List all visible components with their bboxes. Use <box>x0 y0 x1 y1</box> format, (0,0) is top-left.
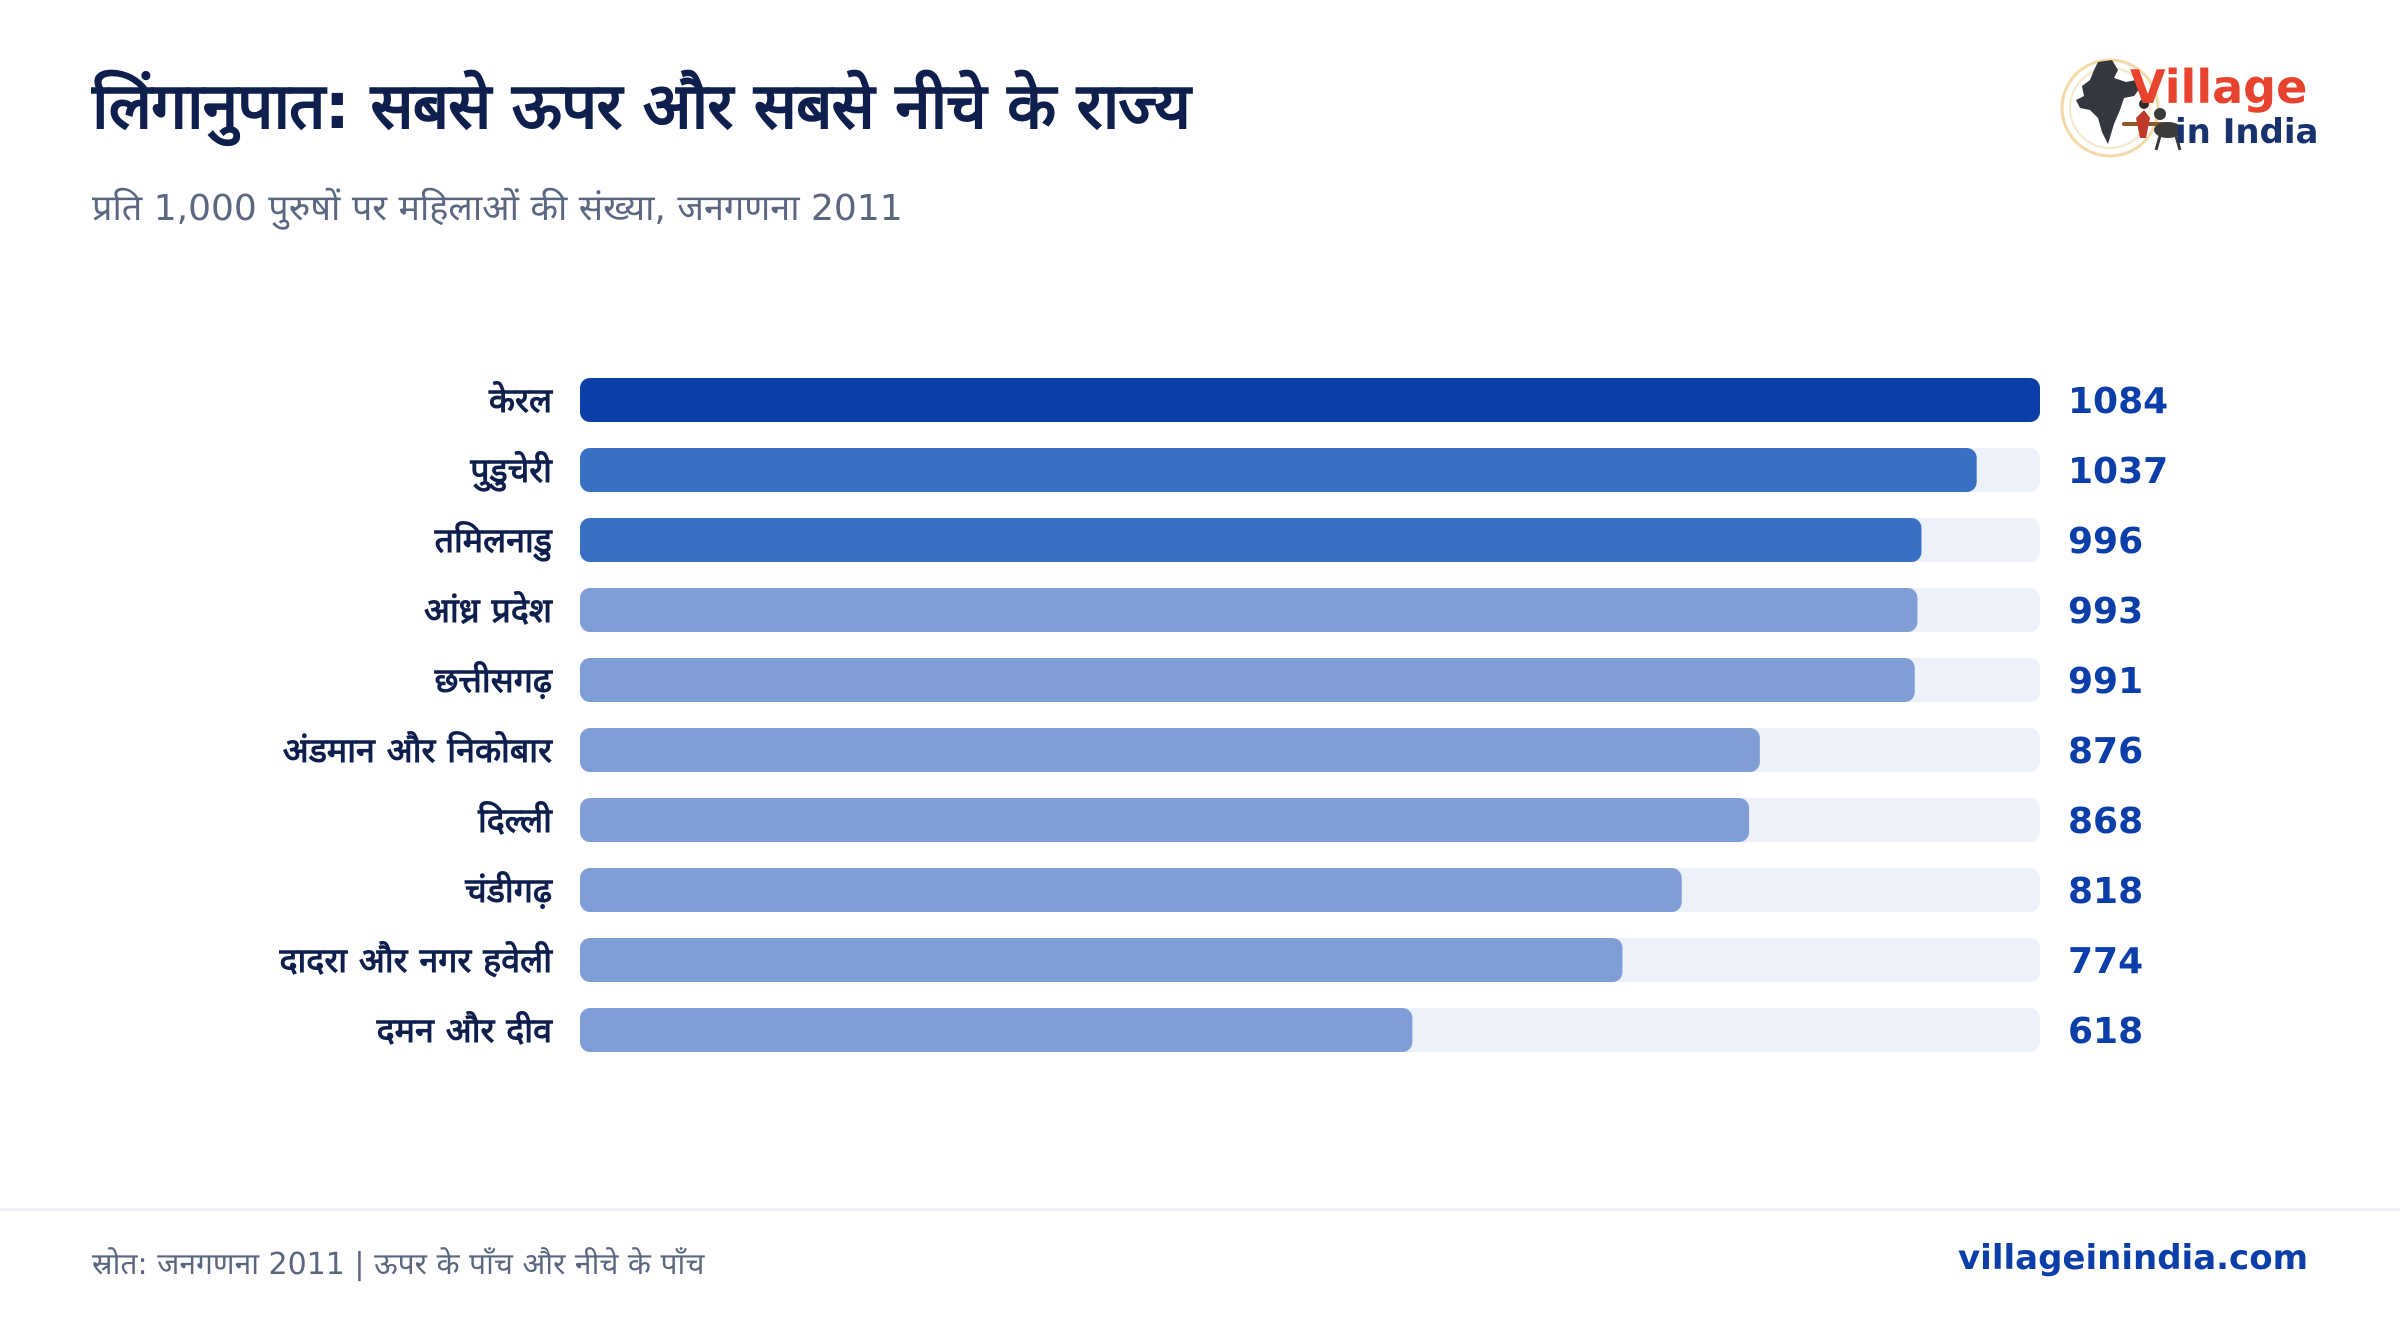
value-label: 993 <box>2068 591 2143 632</box>
bar <box>580 868 1682 912</box>
site-link[interactable]: villageinindia.com <box>1958 1238 2308 1278</box>
bar-row: छत्तीसगढ़ 991 <box>434 658 2143 702</box>
bar <box>580 1008 1413 1052</box>
bar-row: तमिलनाडु 996 <box>434 518 2143 562</box>
logo-text-in-india: in India <box>2175 112 2319 152</box>
chart-subtitle: प्रति 1,000 पुरुषों पर महिलाओं की संख्या… <box>92 188 903 229</box>
footer-divider <box>0 1208 2400 1211</box>
category-label: केरल <box>488 380 554 421</box>
bar <box>580 378 2040 422</box>
source-note: स्रोत: जनगणना 2011 | ऊपर के पाँच और नीचे… <box>92 1247 705 1282</box>
value-label: 618 <box>2068 1011 2143 1052</box>
bar <box>580 728 1760 772</box>
bar-row: पुडुचेरी 1037 <box>469 448 2168 492</box>
category-label: तमिलनाडु <box>434 520 554 562</box>
category-label: अंडमान और निकोबार <box>283 730 553 771</box>
category-label: पुडुचेरी <box>469 450 553 492</box>
value-label: 991 <box>2068 661 2143 702</box>
value-label: 876 <box>2068 731 2143 772</box>
category-label: दिल्ली <box>477 800 553 841</box>
bar-row: चंडीगढ़ 818 <box>464 868 2143 912</box>
bar-chart: केरल 1084 पुडुचेरी 1037 तमिलनाडु 996 आंध्र प्र… <box>278 378 2168 1052</box>
category-label: दादरा और नगर हवेली <box>278 940 553 981</box>
value-label: 818 <box>2068 871 2143 912</box>
bar-row: केरल 1084 <box>488 378 2168 422</box>
chart-title: लिंगानुपात: सबसे ऊपर और सबसे नीचे के राज… <box>92 70 1191 144</box>
category-label: छत्तीसगढ़ <box>434 660 554 701</box>
bar <box>580 938 1623 982</box>
bar <box>580 798 1750 842</box>
value-label: 1037 <box>2068 451 2168 492</box>
bar-row: दादरा और नगर हवेली 774 <box>278 938 2143 982</box>
category-label: दमन और दीव <box>376 1010 553 1051</box>
value-label: 868 <box>2068 801 2143 842</box>
value-label: 774 <box>2068 941 2143 982</box>
logo-text-village: Village <box>2130 60 2308 114</box>
bar <box>580 448 1977 492</box>
bar <box>580 518 1922 562</box>
india-map-farmer-logo-icon <box>2060 58 2182 158</box>
bar-row: दिल्ली 868 <box>477 798 2143 842</box>
bar <box>580 588 1918 632</box>
bar-row: आंध्र प्रदेश 993 <box>424 588 2143 632</box>
value-label: 996 <box>2068 521 2143 562</box>
bar-row: दमन और दीव 618 <box>376 1008 2143 1052</box>
bar <box>580 658 1915 702</box>
category-label: चंडीगढ़ <box>464 870 554 911</box>
value-label: 1084 <box>2068 381 2168 422</box>
bar-row: अंडमान और निकोबार 876 <box>283 728 2143 772</box>
category-label: आंध्र प्रदेश <box>424 590 554 631</box>
